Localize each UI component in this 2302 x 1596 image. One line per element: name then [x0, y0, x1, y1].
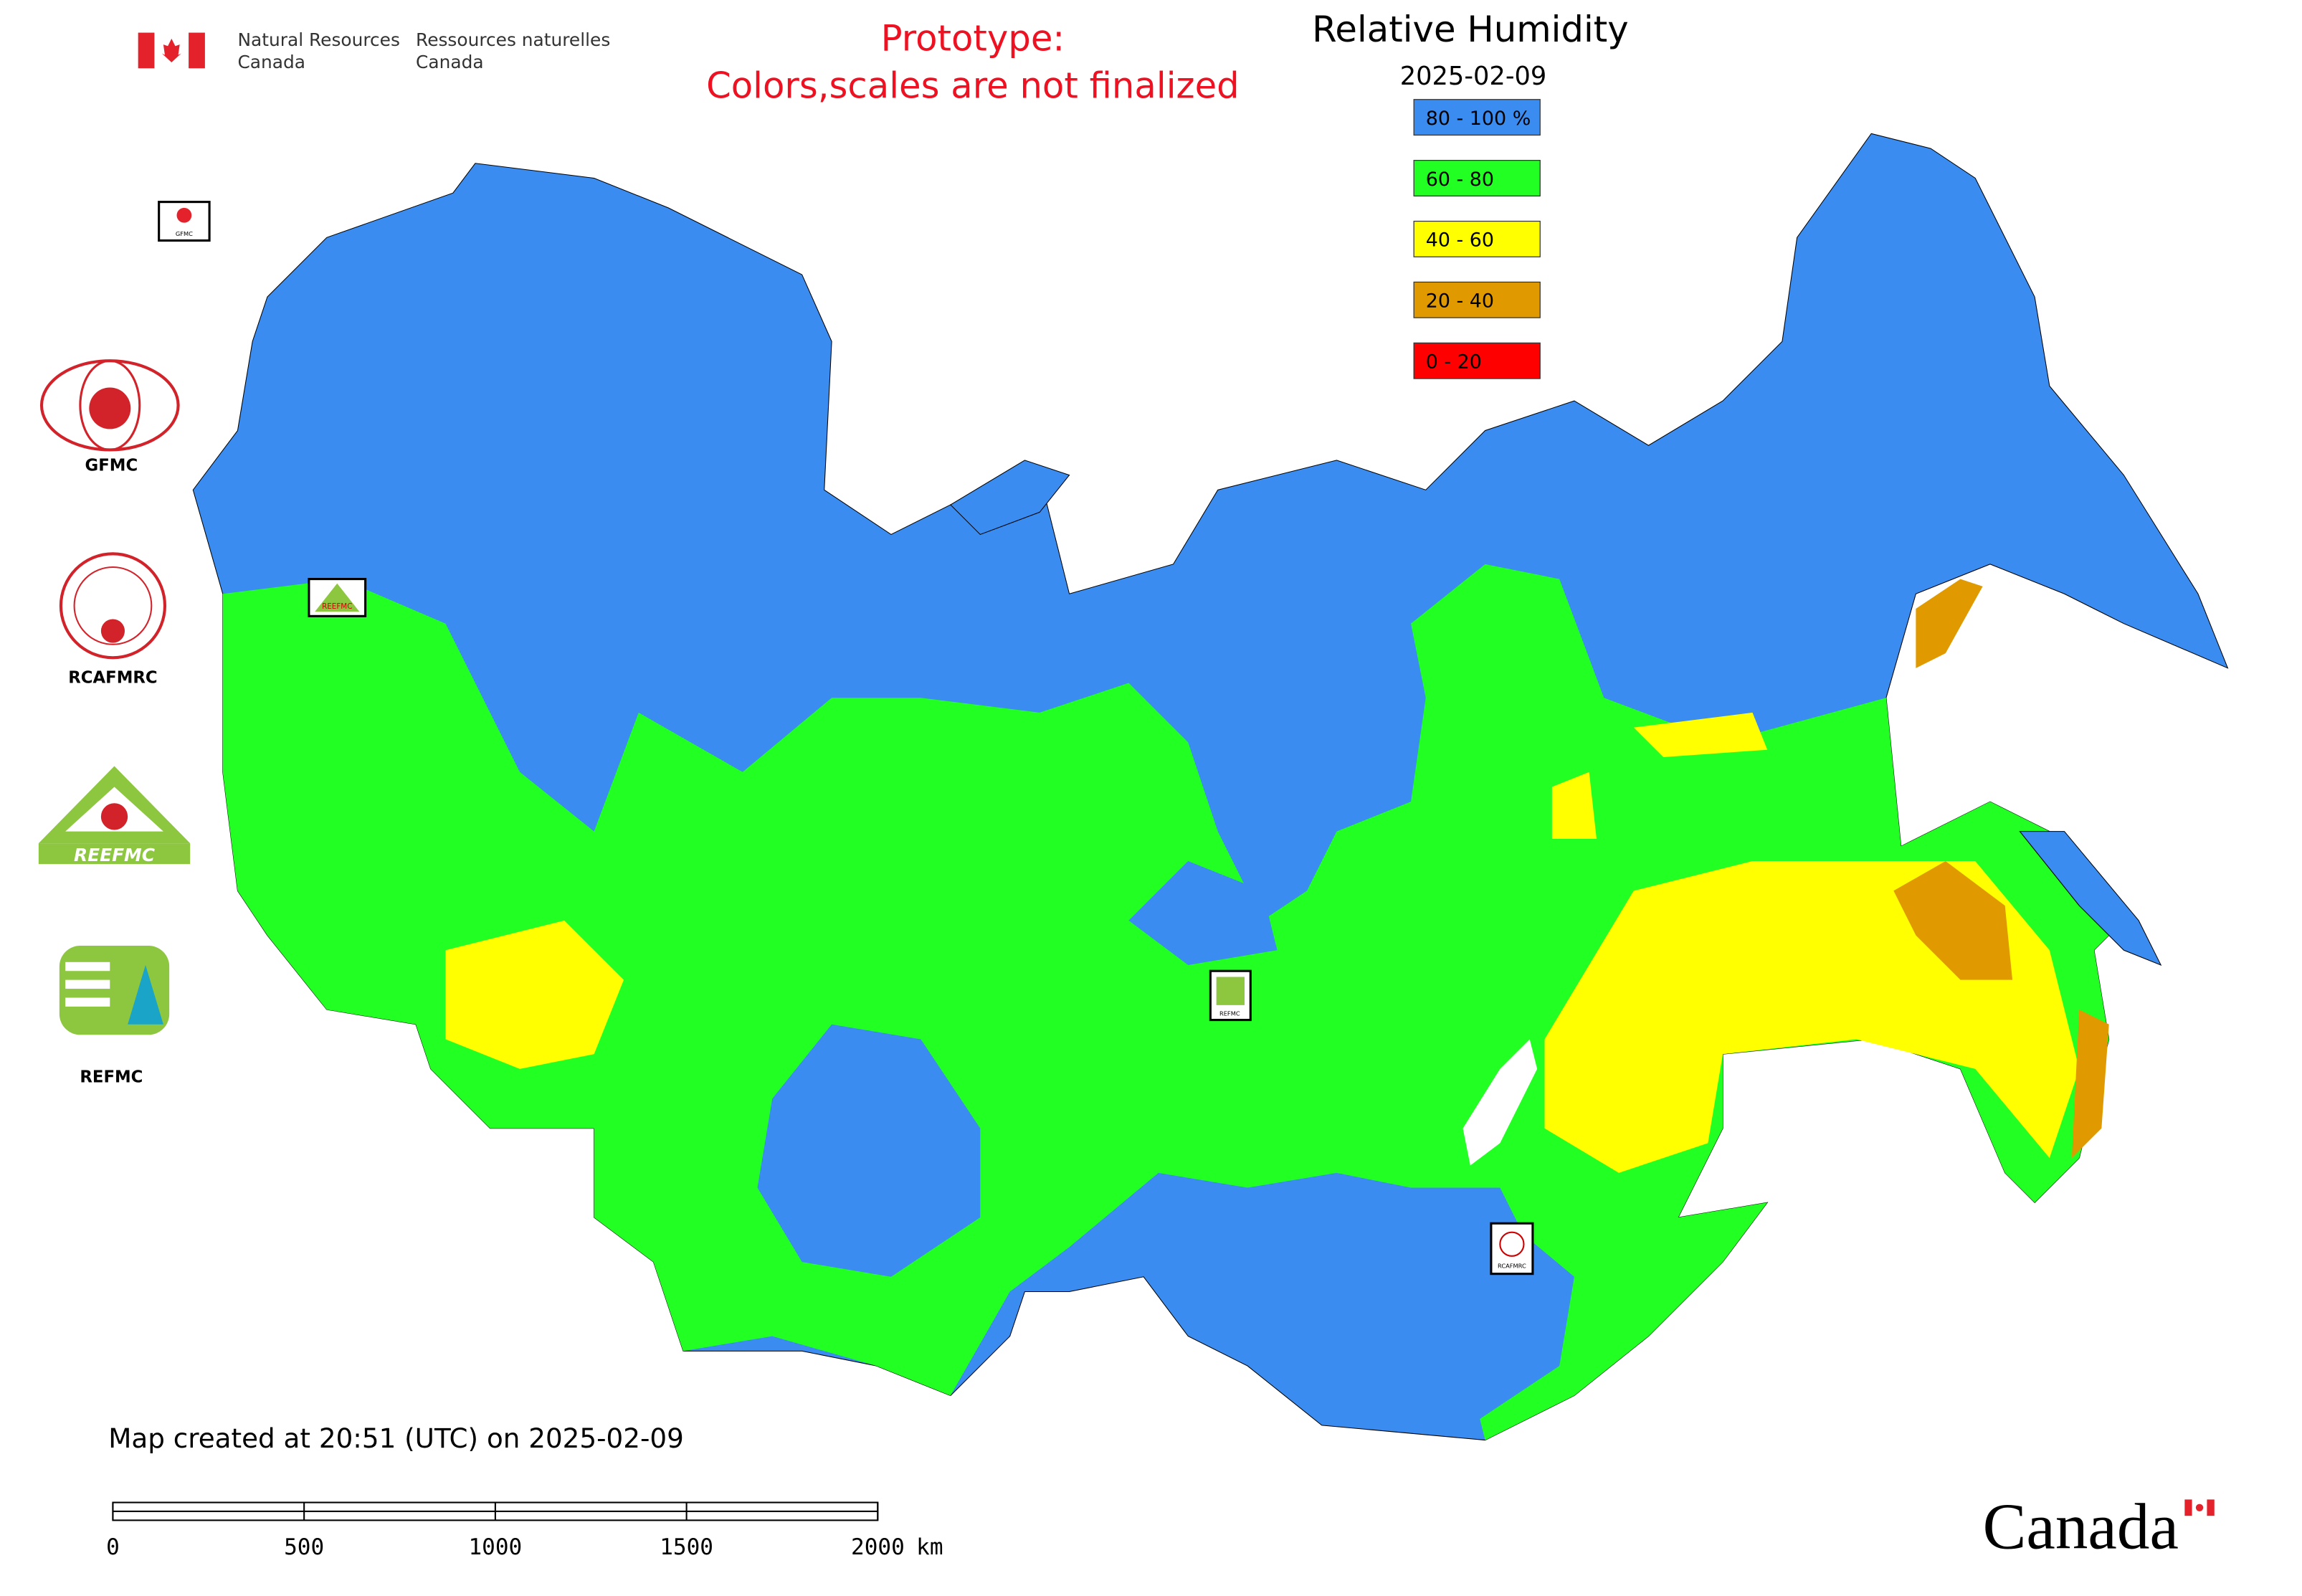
marker-label: REEFMC — [322, 602, 352, 611]
legend-label: 60 - 80 — [1426, 168, 1494, 191]
scale-label: 1000 — [468, 1534, 522, 1560]
land-humid — [1128, 861, 1278, 965]
map-created: Map created at 20:51 (UTC) on 2025-02-09 — [108, 1422, 684, 1454]
ministry-fr: Canada — [416, 52, 484, 72]
land-moist — [222, 564, 2124, 1440]
notice: Colors,scales are not finalized — [706, 65, 1240, 107]
logo: REFMC — [59, 946, 170, 1087]
land-humid — [949, 460, 1070, 536]
scale-label: 1500 — [660, 1534, 713, 1560]
notice: Prototype: — [881, 17, 1065, 59]
legend-label: 20 - 40 — [1426, 290, 1494, 313]
land-very-dry — [1916, 579, 1983, 668]
ministry-fr: Ressources naturelles — [416, 29, 610, 50]
map-marker: GFMC — [158, 201, 211, 242]
logo-label: REEFMC — [74, 845, 155, 865]
map-marker: RCAFMRC — [1490, 1222, 1534, 1276]
land-very-dry — [2071, 1010, 2109, 1159]
water-body — [1462, 1039, 1538, 1166]
canada-flag — [138, 32, 205, 69]
logo: GFMC — [39, 359, 180, 475]
scale-bar: 0 500 1000 1500 2000 km — [106, 1501, 943, 1560]
scale-label: 2000 — [851, 1534, 905, 1560]
logo-label: GFMC — [85, 456, 138, 475]
land-very-dry — [1893, 861, 2013, 980]
scale-unit: km — [916, 1534, 943, 1560]
land-humid — [2019, 831, 2162, 966]
legend-swatch — [1413, 220, 1541, 257]
scale-label: 0 — [106, 1534, 120, 1560]
logo-label: RCAFMRC — [68, 669, 157, 688]
legend-swatch — [1413, 342, 1541, 379]
legend-swatch — [1413, 160, 1541, 196]
logo-label: REFMC — [80, 1068, 143, 1087]
marker-label: RCAFMRC — [1498, 1262, 1526, 1269]
legend-swatch — [1413, 281, 1541, 318]
humidity-map — [192, 133, 2229, 1441]
legend-label: 0 - 20 — [1426, 351, 1482, 374]
logo: REEFMC — [38, 766, 191, 865]
wordmark-flag — [2184, 1499, 2215, 1516]
ministry-en: Canada — [237, 52, 305, 72]
land-dry — [1551, 771, 1597, 839]
map-marker: REEFMC — [308, 578, 367, 617]
marker-label: REFMC — [1219, 1010, 1240, 1017]
land-dry — [1633, 712, 1768, 758]
logo: RCAFMRC — [59, 552, 167, 688]
land-dry — [445, 920, 624, 1069]
map-marker: REFMC — [1209, 969, 1252, 1022]
legend-label: 40 - 60 — [1426, 229, 1494, 252]
marker-label: GFMC — [176, 230, 193, 237]
date: 2025-02-09 — [1400, 62, 1547, 91]
canada-wordmark: Canada — [1983, 1491, 2179, 1563]
land-humid — [757, 1024, 981, 1277]
legend-swatch — [1413, 99, 1541, 136]
land-humid — [1158, 1187, 1574, 1425]
scale-label: 500 — [284, 1534, 324, 1560]
title: Relative Humidity — [1312, 9, 1629, 50]
ministry-en: Natural Resources — [237, 29, 399, 50]
legend: 80 - 100 % 60 - 80 40 - 60 20 - 40 0 - 20 — [1413, 99, 1541, 379]
legend-label: 80 - 100 % — [1426, 108, 1531, 130]
